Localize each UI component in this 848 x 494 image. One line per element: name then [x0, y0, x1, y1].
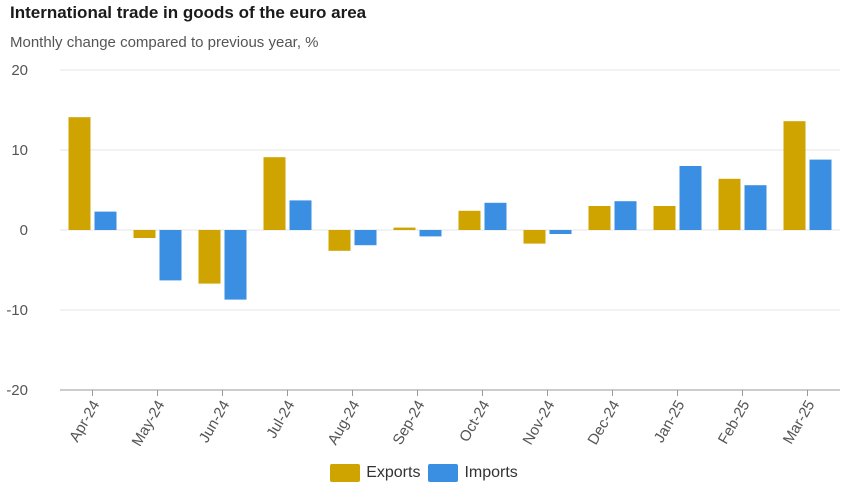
x-tick-label: Jun-24: [196, 397, 234, 445]
y-tick-label: -20: [6, 382, 28, 399]
bar-imports: [614, 201, 637, 230]
bar-exports: [653, 206, 676, 230]
x-tick-label: Jul-24: [263, 397, 298, 441]
bar-exports: [263, 157, 286, 230]
bar-exports: [718, 178, 741, 230]
bar-imports: [679, 166, 702, 230]
bar-exports: [198, 230, 221, 284]
x-tick-label: Dec-24: [584, 397, 623, 447]
bar-exports: [458, 210, 481, 230]
x-tick-label: Feb-25: [715, 397, 753, 447]
bar-exports: [133, 230, 156, 238]
x-tick-label: Mar-25: [780, 397, 818, 447]
bar-exports: [523, 230, 546, 244]
chart-subtitle: Monthly change compared to previous year…: [10, 34, 319, 51]
x-tick-label: Aug-24: [324, 397, 363, 447]
legend-label-imports: Imports: [464, 464, 518, 481]
legend-swatch-exports: [330, 464, 361, 482]
bar-imports: [94, 211, 117, 230]
bar-imports: [419, 230, 442, 237]
x-tick-label: Apr-24: [66, 397, 103, 444]
bar-exports: [68, 117, 91, 230]
legend-swatch-imports: [428, 464, 459, 482]
bar-exports: [588, 206, 611, 230]
y-tick-label: 10: [11, 142, 28, 159]
bar-exports: [328, 230, 351, 251]
bar-exports: [393, 227, 416, 230]
legend-item-imports[interactable]: Imports: [428, 464, 518, 482]
x-tick-label: Sep-24: [389, 397, 428, 447]
bar-imports: [354, 230, 377, 246]
y-tick-label: 20: [11, 62, 28, 79]
y-tick-label: 0: [20, 222, 28, 239]
x-tick-label: Jan-25: [651, 397, 689, 445]
x-tick-label: May-24: [129, 397, 169, 449]
bar-exports: [783, 121, 806, 230]
legend-label-exports: Exports: [366, 464, 421, 481]
legend: Exports Imports: [0, 464, 848, 482]
y-tick-label: -10: [6, 302, 28, 319]
bar-imports: [549, 230, 572, 234]
chart-title: International trade in goods of the euro…: [10, 3, 367, 22]
bar-imports: [744, 185, 767, 230]
bar-imports: [289, 200, 312, 230]
bar-imports: [809, 159, 832, 230]
legend-item-exports[interactable]: Exports: [330, 464, 420, 482]
bar-imports: [224, 230, 247, 300]
bar-imports: [484, 202, 507, 230]
x-tick-label: Oct-24: [456, 397, 493, 444]
x-tick-label: Nov-24: [519, 397, 558, 447]
bar-imports: [159, 230, 182, 281]
